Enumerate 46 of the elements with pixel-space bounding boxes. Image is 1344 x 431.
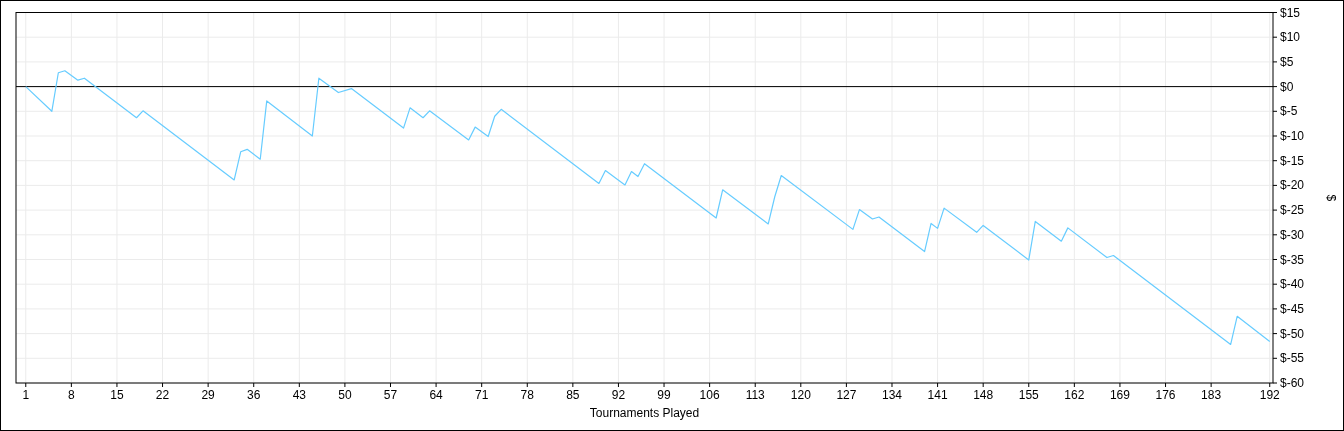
x-tick-label: 120 <box>790 388 812 402</box>
x-tick-label: 43 <box>292 388 307 402</box>
x-tick-label: 22 <box>155 388 170 402</box>
y-tick-label: $0 <box>1280 79 1294 94</box>
x-tick-label: 50 <box>338 388 352 402</box>
x-tick-label: 183 <box>1201 388 1222 402</box>
y-tick-label: $-30 <box>1280 227 1305 242</box>
x-tick-label: 78 <box>520 388 535 402</box>
x-tick-label: 148 <box>973 388 994 402</box>
y-tick-label: $-15 <box>1280 153 1305 168</box>
y-tick-label: $10 <box>1280 30 1301 45</box>
y-tick-label: $-10 <box>1280 129 1305 143</box>
x-tick-label: 57 <box>383 388 398 402</box>
y-tick-label: $-25 <box>1280 203 1305 218</box>
x-tick-label: 141 <box>927 388 948 402</box>
y-tick-label: $-50 <box>1280 326 1305 341</box>
y-tick-label: $-60 <box>1280 376 1305 390</box>
x-axis-title: Tournaments Played <box>589 406 700 420</box>
x-tick-label: 113 <box>745 388 766 402</box>
x-tick-label: 15 <box>110 388 124 402</box>
y-tick-label: $5 <box>1280 54 1294 69</box>
y-tick-label: $-55 <box>1280 351 1305 366</box>
x-tick-label: 134 <box>881 388 903 402</box>
y-tick-label: $-40 <box>1280 277 1305 292</box>
x-tick-label: 127 <box>836 388 857 402</box>
y-tick-label: $-35 <box>1280 252 1305 267</box>
x-tick-label: 1 <box>22 388 30 402</box>
x-tick-label: 64 <box>429 388 444 402</box>
x-tick-label: 29 <box>201 388 216 402</box>
x-tick-label: 92 <box>611 388 626 402</box>
x-tick-label: 155 <box>1018 388 1040 402</box>
x-tick-label: 99 <box>657 388 672 402</box>
x-tick-label: 85 <box>566 388 580 402</box>
x-tick-label: 106 <box>699 388 720 402</box>
x-tick-label: 36 <box>247 388 261 402</box>
x-tick-label: 162 <box>1064 388 1085 402</box>
x-tick-label: 71 <box>475 388 489 402</box>
y-tick-label: $15 <box>1280 5 1301 20</box>
x-tick-label: 8 <box>68 388 76 402</box>
y-tick-label: $-20 <box>1280 178 1305 193</box>
y-axis-title: $ <box>1324 194 1338 202</box>
y-tick-label: $-5 <box>1280 104 1298 119</box>
x-tick-label: 169 <box>1109 388 1131 402</box>
y-tick-label: $-45 <box>1280 301 1305 316</box>
x-tick-label: 192 <box>1259 388 1281 402</box>
x-tick-label: 176 <box>1155 388 1176 402</box>
